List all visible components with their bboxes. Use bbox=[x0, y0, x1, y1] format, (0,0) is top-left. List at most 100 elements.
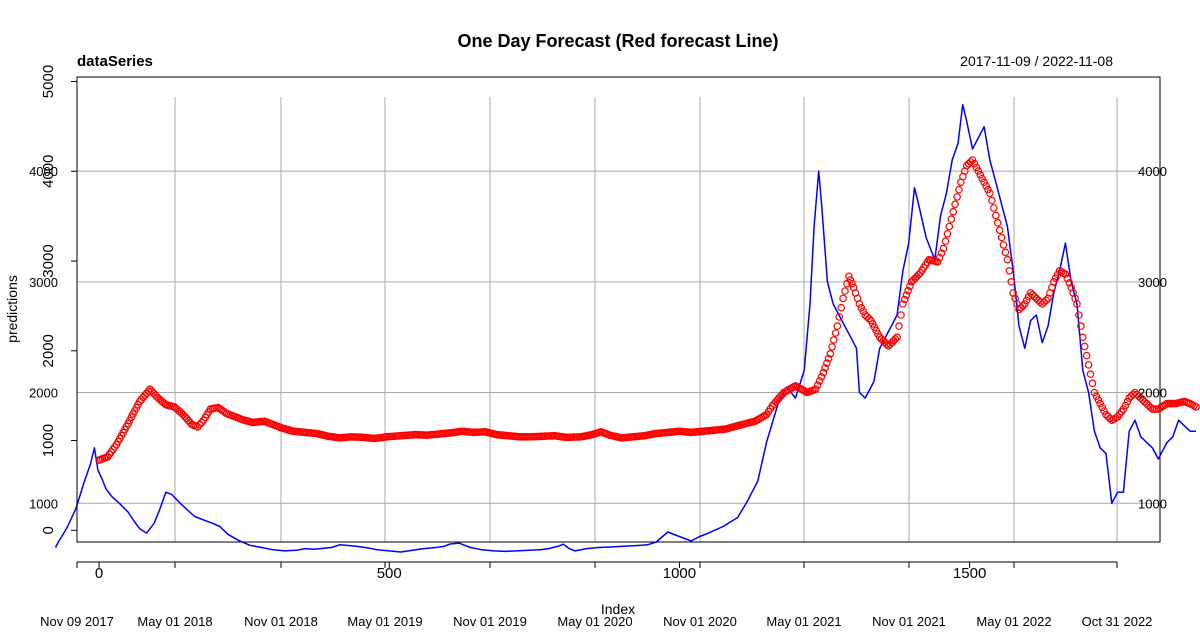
y-axis-label: predictions bbox=[4, 275, 20, 343]
forecast-point bbox=[824, 354, 833, 363]
forecast-point bbox=[972, 163, 981, 172]
forecast-point bbox=[1098, 403, 1107, 412]
x-index-tick-label: 500 bbox=[377, 565, 402, 582]
y-left-outer-tick-label: 3000 bbox=[40, 244, 57, 277]
forecast-point bbox=[897, 311, 905, 319]
forecast-point bbox=[837, 303, 846, 312]
forecast-point bbox=[1073, 300, 1081, 308]
y-right-axis: 1000 2000 3000 4000 bbox=[1138, 164, 1167, 511]
forecast-point bbox=[859, 307, 868, 316]
forecast-point bbox=[815, 377, 824, 385]
forecast-point bbox=[995, 226, 1004, 235]
forecast-point bbox=[1079, 333, 1087, 342]
forecast-point bbox=[821, 364, 829, 372]
forecast-point bbox=[953, 193, 961, 201]
forecast-point bbox=[1082, 351, 1091, 360]
forecast-point bbox=[991, 211, 1000, 220]
series-label: dataSeries bbox=[77, 53, 153, 70]
forecast-point bbox=[1007, 277, 1016, 286]
forecast-point bbox=[904, 286, 912, 295]
x-date-tick-label: May 01 2019 bbox=[347, 614, 422, 629]
forecast-point bbox=[811, 385, 820, 394]
forecast-point bbox=[1022, 296, 1031, 305]
forecast-point bbox=[819, 368, 828, 377]
forecast-point bbox=[982, 182, 990, 190]
y-left-inner-tick-label: 2000 bbox=[29, 386, 58, 401]
forecast-point bbox=[197, 418, 206, 427]
forecast-point bbox=[841, 287, 849, 295]
forecast-point bbox=[939, 244, 948, 253]
y-left-inner-tick-label: 3000 bbox=[29, 275, 58, 290]
forecast-point bbox=[1021, 300, 1029, 308]
x-date-tick-label: May 01 2018 bbox=[137, 614, 212, 629]
y-left-outer-tick-label: 1000 bbox=[40, 424, 57, 457]
forecast-point bbox=[943, 230, 952, 238]
forecast-point bbox=[933, 258, 942, 266]
forecast-point bbox=[902, 291, 911, 299]
forecast-point bbox=[195, 420, 204, 429]
y-left-outer-tick-label: 0 bbox=[40, 526, 57, 534]
actual-series-line bbox=[54, 103, 1196, 553]
x-index-tick-label: 1000 bbox=[663, 565, 696, 582]
x-date-tick-label: May 01 2020 bbox=[557, 614, 632, 629]
x-index-tick-label: 1500 bbox=[953, 565, 986, 582]
forecast-point bbox=[1094, 396, 1103, 404]
forecast-point bbox=[813, 381, 822, 389]
forecast-point bbox=[1192, 403, 1200, 411]
forecast-point bbox=[1084, 361, 1093, 369]
forecast-point bbox=[1123, 397, 1132, 406]
forecast-point bbox=[828, 343, 836, 351]
forecast-point bbox=[193, 423, 202, 431]
forecast-point bbox=[949, 207, 958, 216]
forecast-point bbox=[906, 282, 914, 291]
forecast-point bbox=[848, 279, 856, 288]
forecast-point bbox=[970, 159, 979, 168]
forecast-point bbox=[1088, 379, 1097, 388]
forecast-point bbox=[978, 174, 987, 183]
forecast-point bbox=[1090, 388, 1099, 397]
x-index-axis: 0 500 1000 1500 bbox=[77, 561, 1117, 582]
forecast-point bbox=[968, 156, 977, 164]
forecast-point bbox=[966, 158, 975, 166]
y-right-tick-label: 1000 bbox=[1138, 496, 1167, 511]
y-right-tick-label: 2000 bbox=[1138, 386, 1167, 401]
x-date-tick-label: May 01 2022 bbox=[976, 614, 1051, 629]
x-date-tick-label: Nov 01 2021 bbox=[872, 614, 946, 629]
forecast-point bbox=[826, 349, 835, 358]
y-right-tick-label: 3000 bbox=[1138, 275, 1167, 290]
forecast-point bbox=[1086, 370, 1095, 378]
chart-title: One Day Forecast (Red forecast Line) bbox=[457, 31, 778, 51]
x-date-tick-label: May 01 2021 bbox=[766, 614, 841, 629]
series-layer bbox=[54, 103, 1200, 553]
forecast-point bbox=[1121, 401, 1130, 410]
x-date-tick-label: Nov 01 2020 bbox=[663, 614, 737, 629]
forecast-point bbox=[980, 178, 988, 187]
forecast-point bbox=[986, 189, 994, 198]
plot-frame bbox=[76, 76, 1161, 543]
forecast-point bbox=[823, 359, 831, 368]
x-date-tick-label: Nov 09 2017 bbox=[40, 614, 114, 629]
forecast-point bbox=[1075, 311, 1083, 319]
x-date-tick-label: Nov 01 2019 bbox=[453, 614, 527, 629]
y-left-outer-tick-label: 4000 bbox=[40, 155, 57, 188]
forecast-point bbox=[951, 200, 959, 209]
y-left-outer-tick-label: 2000 bbox=[40, 334, 57, 367]
forecast-point bbox=[899, 300, 907, 308]
date-range: 2017-11-09 / 2022-11-08 bbox=[960, 53, 1113, 69]
forecast-point bbox=[1061, 270, 1070, 278]
forecast-point bbox=[1024, 292, 1033, 301]
y-right-tick-label: 4000 bbox=[1138, 164, 1167, 179]
forecast-point bbox=[829, 336, 838, 344]
forecast-point bbox=[984, 185, 992, 194]
forecast-point bbox=[1051, 274, 1060, 282]
forecast-point bbox=[1042, 296, 1050, 305]
forecast-point bbox=[833, 322, 842, 330]
forecast-point bbox=[1080, 342, 1089, 351]
forecast-point bbox=[955, 185, 963, 194]
forecast-point bbox=[993, 219, 1002, 227]
forecast-point bbox=[1050, 277, 1058, 286]
forecast-point bbox=[895, 322, 903, 330]
forecast-point bbox=[1092, 392, 1101, 401]
forecast-point bbox=[988, 196, 996, 205]
